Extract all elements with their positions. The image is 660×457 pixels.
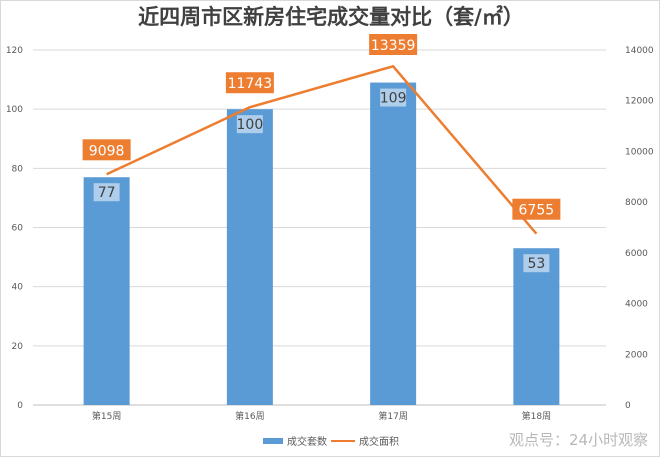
line-label-bg bbox=[369, 34, 418, 55]
y-right-tick: 0 bbox=[625, 401, 631, 411]
bar-data-label: 77 bbox=[98, 185, 116, 201]
y-left-tick: 0 bbox=[17, 401, 23, 411]
x-tick: 第16周 bbox=[235, 410, 264, 422]
bar-data-label: 53 bbox=[527, 256, 545, 272]
bar-label-bg bbox=[93, 183, 120, 202]
line-label-bg bbox=[225, 72, 274, 94]
watermark: 观点号：24小时观察 bbox=[509, 431, 649, 449]
legend-label-bar: 成交套数 bbox=[287, 437, 327, 448]
x-tick: 第18周 bbox=[522, 410, 551, 422]
y-left-tick: 80 bbox=[12, 164, 24, 174]
bar bbox=[83, 177, 130, 405]
y-left-tick: 20 bbox=[12, 342, 24, 352]
bar bbox=[226, 109, 273, 406]
bar-label-bg bbox=[236, 115, 263, 134]
y-right-tick: 14000 bbox=[625, 46, 654, 56]
y-right-tick: 12000 bbox=[625, 97, 654, 107]
line-data-label: 6755 bbox=[519, 203, 555, 219]
bar-data-label: 100 bbox=[237, 117, 264, 133]
y-left-tick: 120 bbox=[6, 46, 23, 56]
line-series bbox=[106, 64, 538, 235]
line-data-label: 9098 bbox=[89, 143, 125, 159]
y-right-tick: 8000 bbox=[625, 198, 648, 208]
y-right-tick: 4000 bbox=[625, 300, 648, 310]
bar-label-bg bbox=[380, 88, 407, 107]
chart-title: 近四周市区新房住宅成交量对比（套/㎡） bbox=[138, 5, 524, 29]
bar bbox=[513, 248, 560, 405]
y-right-tick: 2000 bbox=[625, 350, 648, 360]
legend-label-line: 成交面积 bbox=[359, 437, 399, 448]
y-right-tick: 10000 bbox=[625, 147, 654, 157]
legend-bar-swatch bbox=[263, 437, 283, 444]
legend-line-swatch bbox=[331, 439, 355, 442]
line-label-bg bbox=[512, 198, 561, 220]
y-right-tick: 6000 bbox=[625, 249, 648, 259]
bar bbox=[370, 82, 417, 406]
line-label-bg bbox=[82, 139, 131, 161]
line-data-label: 11743 bbox=[228, 76, 273, 92]
bar-data-label: 109 bbox=[380, 91, 407, 107]
y-left-tick: 100 bbox=[6, 105, 23, 115]
y-left-tick: 60 bbox=[12, 224, 24, 234]
x-tick: 第17周 bbox=[378, 410, 407, 422]
bar-label-bg bbox=[523, 254, 550, 273]
legend: 成交套数 成交面积 bbox=[263, 433, 399, 448]
y-left-tick: 40 bbox=[12, 283, 24, 293]
line-data-label: 13359 bbox=[371, 38, 416, 54]
x-tick: 第15周 bbox=[92, 410, 121, 422]
